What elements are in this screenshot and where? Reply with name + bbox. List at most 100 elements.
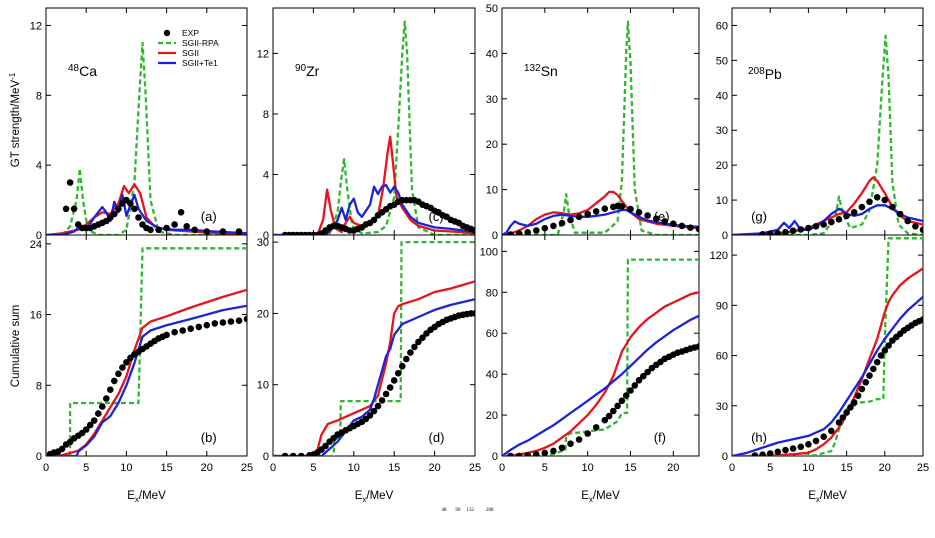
- x-tick-label: 15: [624, 462, 636, 474]
- exp-point: [614, 402, 621, 410]
- y-tick-label: 10: [486, 185, 498, 197]
- exp-point: [858, 203, 866, 211]
- nucleus-label: 208Pb: [748, 66, 782, 82]
- exp-point: [415, 338, 422, 346]
- exp-point: [203, 321, 211, 329]
- x-axis-title: Ex/MeV: [355, 490, 394, 504]
- exp-point: [378, 397, 386, 404]
- panel-letter: (d): [429, 430, 445, 445]
- nucleus-label: 90Zr: [295, 63, 320, 79]
- exp-point: [854, 392, 862, 400]
- series-line-rpa: [732, 237, 923, 456]
- series-line-sgii: [502, 291, 699, 456]
- exp-point: [622, 392, 630, 399]
- y-tick-label: 0: [492, 451, 498, 463]
- exp-point: [870, 365, 877, 373]
- figure-caption: 48 90 132 208: [0, 508, 935, 516]
- exp-point: [66, 179, 74, 186]
- panel-letter: (c): [429, 209, 444, 224]
- plot-area: [502, 20, 699, 235]
- exp-point: [187, 325, 194, 333]
- exp-point: [243, 315, 247, 323]
- exp-point: [782, 228, 789, 235]
- y-axis-title-bottom: Cumulative sum: [10, 305, 22, 387]
- caption-mass-4: 208: [486, 508, 494, 513]
- subplot-bottom-sn: 0 20 40 60 80 100 0 5 10 15 20 (f): [480, 234, 700, 474]
- series-line-te1: [273, 298, 475, 456]
- y-tick-label: 24: [30, 239, 42, 251]
- y-tick-label: 16: [30, 310, 42, 322]
- exp-point: [370, 216, 378, 224]
- subplot-top-ca: 0 4 8 12 (a): [30, 7, 248, 242]
- exp-point: [759, 231, 766, 235]
- y-tick-label: 30: [257, 237, 269, 249]
- exp-point: [797, 226, 805, 233]
- y-tick-label: 10: [716, 195, 728, 207]
- y-tick-label: 0: [722, 230, 728, 242]
- series-line-te1: [46, 304, 247, 456]
- exp-point: [171, 221, 178, 228]
- exp-point: [575, 213, 583, 221]
- x-tick-label: 5: [310, 462, 316, 474]
- exp-point: [322, 442, 329, 450]
- exp-point: [390, 377, 398, 384]
- series-line-te1: [502, 314, 699, 456]
- exp-point: [123, 359, 130, 366]
- y-tick-label: 100: [480, 246, 498, 258]
- x-tick-label: 20: [879, 462, 891, 474]
- y-tick-label: 10: [257, 380, 269, 392]
- exp-point: [584, 210, 591, 218]
- exp-point: [759, 451, 766, 456]
- y-tick-label: 40: [486, 369, 498, 381]
- exp-point: [533, 451, 540, 456]
- plot-area: [732, 237, 923, 456]
- exp-point: [171, 328, 178, 336]
- exp-point: [219, 319, 227, 326]
- exp-point: [605, 412, 613, 420]
- legend: EXP SGII-RPA SGII SGII+Te1: [158, 28, 219, 68]
- y-tick-label: 120: [710, 250, 728, 262]
- exp-point: [789, 445, 797, 452]
- x-tick-label: 5: [83, 462, 89, 474]
- exp-point: [177, 209, 185, 216]
- panel-letter: (b): [201, 430, 217, 445]
- plot-frame: [731, 7, 924, 236]
- exp-point: [281, 452, 289, 456]
- x-tick-label: 10: [120, 462, 132, 474]
- exp-point: [62, 205, 70, 213]
- y-tick-label: 0: [263, 451, 269, 463]
- panel-pb: 0 10 20 30 40 50 60 (g) 0 30 60 90 120 0 5 10 15 20 25 (h) 2…: [710, 7, 929, 504]
- exp-point: [147, 226, 154, 234]
- exp-point: [203, 228, 211, 235]
- y-tick-label: 20: [257, 308, 269, 320]
- exp-point: [183, 223, 190, 230]
- plot-frame: [45, 234, 248, 457]
- legend-label-sgii-te1: SGII+Te1: [182, 58, 218, 68]
- series-line-rpa: [273, 20, 475, 235]
- exp-point: [820, 433, 827, 441]
- exp-point: [524, 452, 531, 456]
- exp-point: [601, 416, 609, 424]
- x-tick-label: 25: [469, 462, 481, 474]
- exp-point: [366, 412, 374, 419]
- y-tick-label: 80: [486, 287, 498, 299]
- exp-point: [374, 402, 382, 410]
- exp-point: [235, 317, 243, 325]
- legend-label-sgii: SGII: [182, 48, 199, 58]
- y-tick-label: 0: [492, 230, 498, 242]
- subplot-top-pb: 0 10 20 30 40 50 60 (g): [716, 7, 924, 242]
- exp-point: [163, 224, 170, 232]
- exp-point: [211, 320, 219, 327]
- x-tick-label: 15: [840, 462, 852, 474]
- exp-point: [386, 384, 394, 391]
- exp-point: [835, 216, 843, 223]
- exp-point: [567, 216, 574, 224]
- exp-point: [403, 355, 410, 363]
- exp-point: [411, 343, 418, 351]
- nucleus-label: 132Sn: [524, 63, 558, 79]
- x-tick-label: 25: [241, 462, 253, 474]
- exp-point: [289, 452, 297, 456]
- y-tick-label: 8: [36, 380, 42, 392]
- exp-point: [99, 403, 106, 410]
- series-line-te1: [732, 204, 923, 235]
